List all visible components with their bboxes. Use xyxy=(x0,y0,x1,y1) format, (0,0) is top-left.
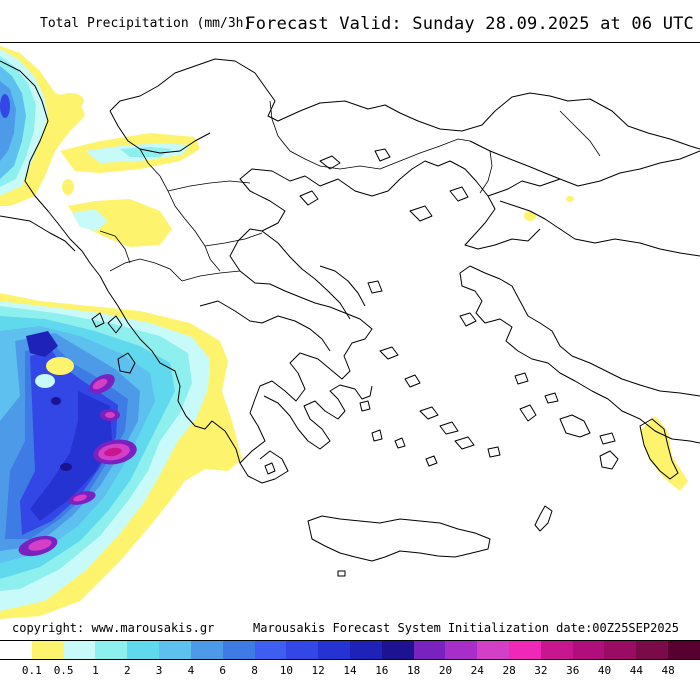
copyright-label: copyright: www.marousakis.gr xyxy=(12,621,215,635)
legend-swatch xyxy=(222,641,255,659)
legend-tick-label: 6 xyxy=(219,664,227,677)
legend-tick-label: 10 xyxy=(279,664,293,677)
legend-tick-label: 18 xyxy=(407,664,421,677)
legend-tick-label: 1 xyxy=(92,664,99,677)
legend-tick-label: 4 xyxy=(187,664,195,677)
legend-tick-label: 0.5 xyxy=(53,664,74,677)
map-title: Total Precipitation (mm/3h) xyxy=(40,16,252,31)
legend-swatch xyxy=(63,641,96,659)
legend-swatch xyxy=(381,641,414,659)
legend-tick-label: 2 xyxy=(123,664,131,677)
legend-tick-label: 16 xyxy=(375,664,389,677)
legend-tick-label: 8 xyxy=(251,664,258,677)
legend-swatch xyxy=(286,641,319,659)
legend-swatch xyxy=(604,641,637,659)
legend-tick-label: 14 xyxy=(343,664,357,677)
legend-swatch xyxy=(349,641,382,659)
legend-swatch xyxy=(413,641,446,659)
legend-tick-label: 28 xyxy=(502,664,516,677)
legend-swatch xyxy=(509,641,541,659)
legend-swatch xyxy=(254,641,287,659)
legend-tick-label: 20 xyxy=(438,664,453,677)
legend-swatch xyxy=(31,641,64,659)
legend-tick-label: 3 xyxy=(155,664,163,677)
legend-swatch xyxy=(95,641,128,659)
legend-swatch xyxy=(445,641,478,659)
aegean-rain-specks xyxy=(524,196,574,221)
system-label: Marousakis Forecast System xyxy=(253,621,441,635)
forecast-valid-label: Forecast Valid: Sunday 28.09.2025 at 06 … xyxy=(245,14,694,34)
legend-swatch xyxy=(540,641,573,659)
coastlines xyxy=(0,58,700,577)
header: Total Precipitation (mm/3h) Forecast Val… xyxy=(0,0,700,42)
legend-tick-label: 0.1 xyxy=(21,664,42,677)
legend-tick-labels: 0.1 0.5 1 2 3 4 6 8 10 12 14 16 18 20 24 28 32 36 40 44 48 xyxy=(0,664,700,680)
footer: copyright: www.marousakis.gr Marousakis … xyxy=(0,618,700,640)
legend-swatch xyxy=(636,641,669,659)
legend-tick-label: 48 xyxy=(661,664,675,677)
rhodes-rain-area xyxy=(640,416,688,491)
country-borders xyxy=(99,100,601,282)
legend-swatch xyxy=(477,641,509,659)
legend-swatch xyxy=(127,641,160,659)
legend-tick-label: 36 xyxy=(566,664,580,677)
legend-swatch xyxy=(572,641,605,659)
color-scale-legend xyxy=(0,640,700,660)
legend-tick-label: 40 xyxy=(597,664,612,677)
legend-tick-label: 12 xyxy=(311,664,325,677)
legend-tick-label: 32 xyxy=(534,664,548,677)
legend-swatch xyxy=(318,641,350,659)
legend-tick-label: 24 xyxy=(470,664,484,677)
legend-swatch xyxy=(159,641,191,659)
northwest-rain-area xyxy=(0,46,200,247)
initialization-label: Initialization date:00Z25SEP2025 xyxy=(447,621,679,635)
ionian-rain-area xyxy=(0,293,242,619)
legend-swatch xyxy=(0,641,32,659)
precipitation-map xyxy=(0,42,700,619)
legend-swatch xyxy=(668,641,700,659)
legend-tick-label: 44 xyxy=(629,664,643,677)
legend-swatch xyxy=(190,641,223,659)
